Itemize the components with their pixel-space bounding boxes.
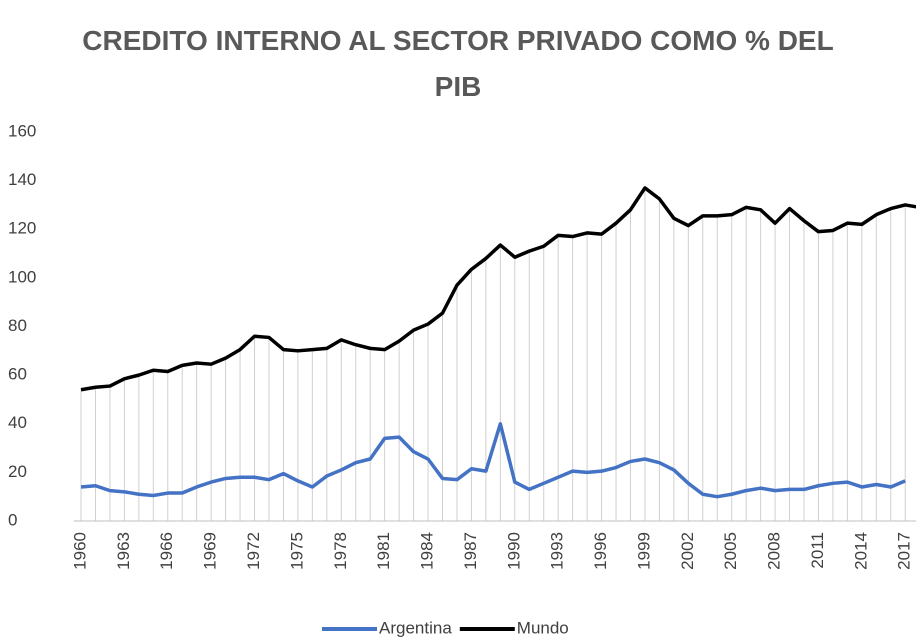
x-tick-label: 2008 xyxy=(765,532,784,570)
y-tick-label: 160 xyxy=(8,121,36,140)
x-tick-label: 1984 xyxy=(418,532,437,570)
x-tick-label: 2017 xyxy=(895,532,914,570)
y-tick-label: 80 xyxy=(8,316,27,335)
x-tick-label: 1993 xyxy=(548,532,567,570)
y-tick-label: 120 xyxy=(8,219,36,238)
y-tick-label: 60 xyxy=(8,365,27,384)
y-tick-label: 20 xyxy=(8,462,27,481)
legend-label: Argentina xyxy=(379,618,452,637)
legend-label: Mundo xyxy=(517,618,569,637)
x-tick-label: 2014 xyxy=(851,532,870,570)
x-tick-label: 1969 xyxy=(201,532,220,570)
x-tick-label: 1999 xyxy=(634,532,653,570)
x-tick-label: 1987 xyxy=(461,532,480,570)
x-tick-label: 1996 xyxy=(591,532,610,570)
y-tick-label: 0 xyxy=(8,510,17,529)
x-tick-label: 2011 xyxy=(808,532,827,569)
legend: Argentina Mundo xyxy=(322,618,569,637)
x-tick-label: 1975 xyxy=(287,532,306,570)
series-line xyxy=(80,186,916,392)
x-tick-label: 1963 xyxy=(114,532,133,570)
y-tick-label: 100 xyxy=(8,267,36,286)
x-tick-label: 1981 xyxy=(374,532,393,570)
x-tick-label: 1960 xyxy=(70,532,89,570)
x-tick-label: 1978 xyxy=(331,532,350,570)
x-tick-label: 1990 xyxy=(504,532,523,570)
x-tick-label: 2005 xyxy=(721,532,740,570)
chart-title: CREDITO INTERNO AL SECTOR PRIVADO COMO %… xyxy=(82,25,834,102)
x-tick-label: 1966 xyxy=(157,532,176,570)
series-line xyxy=(80,422,906,499)
x-tick-label: 2002 xyxy=(678,532,697,570)
y-tick-label: 140 xyxy=(8,170,36,189)
x-tick-label: 1972 xyxy=(244,532,263,570)
y-tick-label: 40 xyxy=(8,413,27,432)
